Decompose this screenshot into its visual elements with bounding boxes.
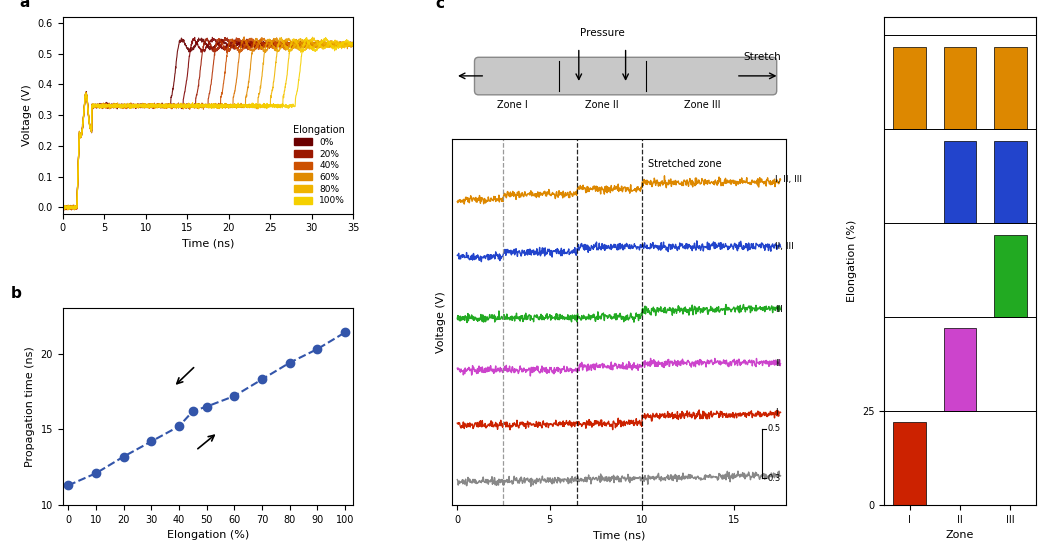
- Text: Stretch: Stretch: [744, 52, 781, 62]
- Bar: [994, 140, 1027, 223]
- Y-axis label: Elongation (%): Elongation (%): [846, 220, 857, 302]
- FancyBboxPatch shape: [475, 57, 777, 95]
- Text: II, III: II, III: [775, 243, 794, 251]
- Y-axis label: Voltage (V): Voltage (V): [22, 84, 32, 146]
- Bar: [943, 140, 976, 223]
- Text: III: III: [775, 305, 782, 314]
- Text: Zone II: Zone II: [586, 100, 619, 110]
- Text: Zone III: Zone III: [684, 100, 721, 110]
- Bar: [994, 47, 1027, 129]
- Text: b: b: [10, 286, 21, 301]
- Y-axis label: Voltage (V): Voltage (V): [436, 291, 447, 353]
- Text: I, II, III: I, II, III: [775, 175, 802, 184]
- Text: a: a: [19, 0, 29, 10]
- Bar: [943, 47, 976, 129]
- Text: c: c: [435, 0, 445, 12]
- Text: Zone I: Zone I: [497, 100, 527, 110]
- X-axis label: Elongation (%): Elongation (%): [167, 531, 249, 541]
- Bar: [893, 47, 926, 129]
- Bar: [893, 422, 926, 505]
- Bar: [943, 329, 976, 411]
- Text: Pressure: Pressure: [579, 28, 624, 38]
- Text: Stretched zone: Stretched zone: [647, 159, 721, 169]
- X-axis label: Time (ns): Time (ns): [593, 531, 645, 541]
- Legend: 0%, 20%, 40%, 60%, 80%, 100%: 0%, 20%, 40%, 60%, 80%, 100%: [290, 122, 349, 209]
- Text: 0.3: 0.3: [768, 474, 781, 483]
- X-axis label: Time (ns): Time (ns): [182, 239, 234, 249]
- X-axis label: Zone: Zone: [946, 531, 974, 541]
- Y-axis label: Propagation time (ns): Propagation time (ns): [25, 346, 36, 467]
- Text: 0.5: 0.5: [768, 424, 780, 433]
- Text: II: II: [775, 359, 780, 368]
- Text: I: I: [775, 408, 777, 417]
- Bar: [994, 235, 1027, 317]
